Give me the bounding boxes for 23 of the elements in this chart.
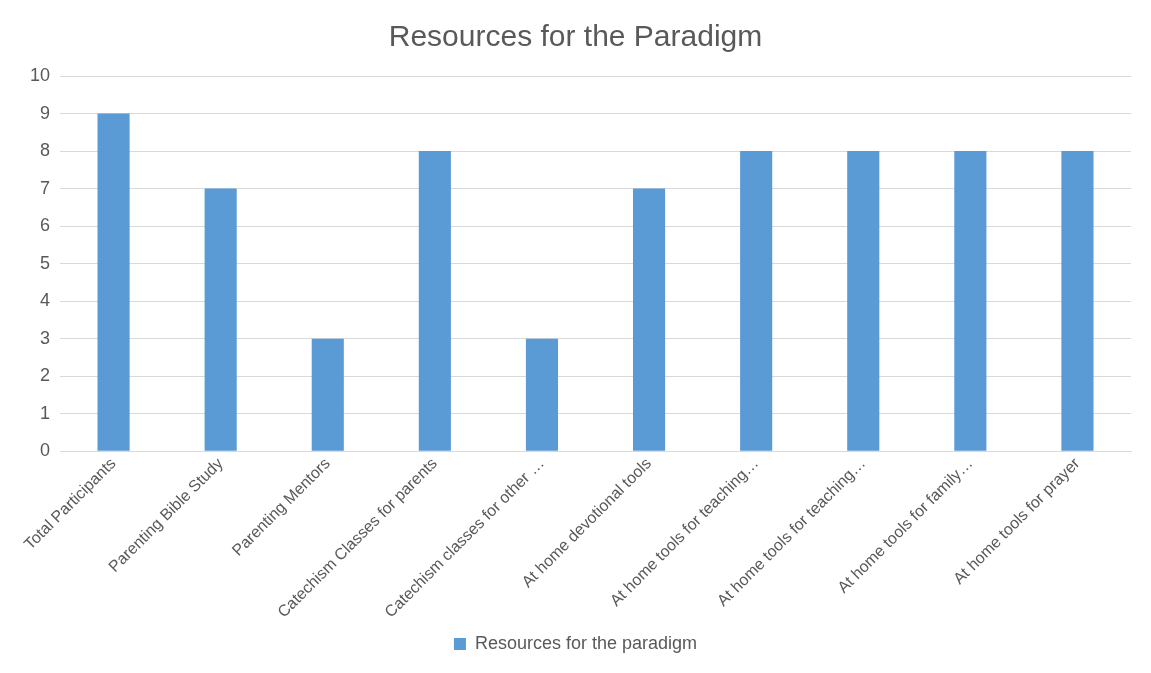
y-tick-label: 10 xyxy=(29,64,51,85)
y-tick-label: 8 xyxy=(40,140,51,161)
y-tick-label: 7 xyxy=(40,177,51,198)
bar xyxy=(418,151,451,451)
bar xyxy=(954,151,987,451)
y-tick-label: 6 xyxy=(40,215,51,236)
y-tick-label: 9 xyxy=(40,102,51,123)
bar xyxy=(204,188,237,451)
y-tick-label: 2 xyxy=(40,365,51,386)
y-tick-label: 4 xyxy=(40,290,51,311)
y-tick-label: 1 xyxy=(40,402,51,423)
bar xyxy=(1061,151,1094,451)
bar xyxy=(847,151,880,451)
y-tick-label: 0 xyxy=(40,440,51,461)
bar xyxy=(97,113,130,451)
chart-title: Resources for the Paradigm xyxy=(388,19,763,53)
bar xyxy=(633,188,666,451)
legend-label: Resources for the paradigm xyxy=(474,632,698,653)
y-tick-label: 5 xyxy=(40,252,51,273)
bar xyxy=(311,338,344,451)
bar xyxy=(740,151,773,451)
y-tick-label: 3 xyxy=(40,327,51,348)
bar xyxy=(525,338,559,451)
